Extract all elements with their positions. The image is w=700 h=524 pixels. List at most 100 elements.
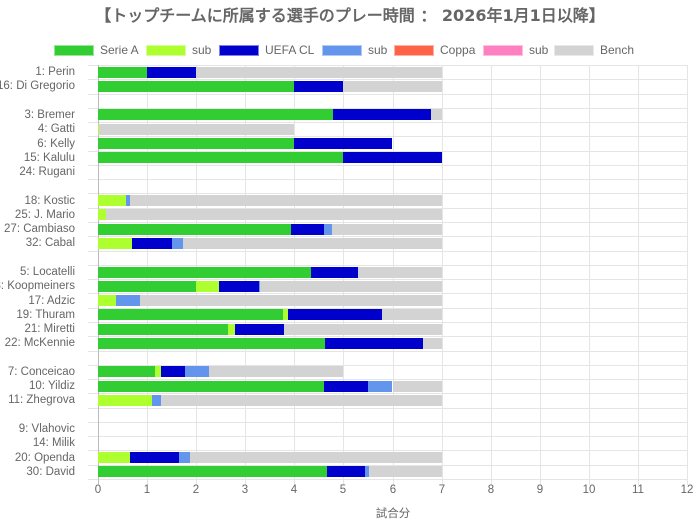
gridline-horizontal: [88, 436, 687, 437]
bar-segment-bench[interactable]: [332, 223, 442, 235]
y-tick-label: 17: Adzic: [28, 294, 75, 307]
bar-segment-ucl[interactable]: [147, 66, 197, 78]
y-tick-label: 30: David: [26, 465, 75, 478]
bar-segment-ucl-sub[interactable]: [185, 366, 210, 378]
bar-segment-bench[interactable]: [284, 323, 442, 335]
bar-segment-ucl-sub[interactable]: [179, 452, 190, 464]
bar-segment-serie-a[interactable]: [98, 80, 295, 92]
gridline-horizontal: [88, 265, 687, 266]
gridline-horizontal: [88, 393, 687, 394]
bar-segment-bench[interactable]: [368, 466, 442, 478]
y-tick-label: 27: Cambiaso: [4, 223, 75, 236]
bar-segment-bench[interactable]: [196, 66, 442, 78]
bar-segment-ucl-sub[interactable]: [125, 195, 130, 207]
gridline-vertical: [687, 65, 688, 485]
x-tick-label: 6: [389, 484, 397, 496]
bar-segment-serie-a[interactable]: [98, 152, 344, 164]
bar-segment-ucl-sub[interactable]: [365, 466, 369, 478]
bar-segment-ucl[interactable]: [129, 452, 180, 464]
bar-segment-serie-a[interactable]: [98, 466, 327, 478]
bar-segment-ucl[interactable]: [132, 237, 173, 249]
gridline-horizontal: [88, 293, 687, 294]
bar-segment-ucl[interactable]: [287, 309, 383, 321]
bar-segment-serie-a[interactable]: [98, 109, 334, 121]
y-tick-label: 5: Locatelli: [20, 266, 75, 278]
bar-segment-serie-a-sub[interactable]: [98, 237, 133, 249]
bar-segment-bench[interactable]: [182, 237, 442, 249]
bar-segment-serie-a[interactable]: [98, 309, 283, 321]
bar-segment-ucl[interactable]: [219, 280, 260, 292]
bar-segment-serie-a[interactable]: [98, 337, 326, 349]
bar-segment-ucl[interactable]: [323, 380, 368, 392]
bar-segment-bench[interactable]: [160, 394, 442, 406]
bar-segment-ucl[interactable]: [294, 80, 344, 92]
bar-segment-serie-a-sub[interactable]: [282, 309, 288, 321]
bar-segment-bench[interactable]: [358, 266, 442, 278]
bar-segment-serie-a-sub[interactable]: [98, 195, 126, 207]
y-tick-label: 6: Kelly: [37, 137, 75, 150]
gridline-horizontal: [88, 336, 687, 337]
bar-segment-bench[interactable]: [209, 366, 344, 378]
bar-segment-serie-a[interactable]: [98, 223, 292, 235]
bar-segment-serie-a-sub[interactable]: [98, 295, 117, 307]
bar-segment-bench[interactable]: [189, 452, 442, 464]
bar-segment-ucl[interactable]: [294, 138, 393, 150]
x-tick-label: 11: [632, 484, 644, 496]
bar-segment-serie-a-sub[interactable]: [196, 280, 220, 292]
y-tick-label: 19: Thuram: [16, 308, 75, 321]
gridline-horizontal: [88, 193, 687, 194]
bar-segment-serie-a[interactable]: [98, 66, 148, 78]
gridline-vertical: [589, 65, 590, 485]
bar-segment-ucl[interactable]: [291, 223, 324, 235]
bar-segment-serie-a[interactable]: [98, 266, 311, 278]
bar-segment-bench[interactable]: [430, 109, 442, 121]
gridline-horizontal: [88, 179, 687, 180]
bar-segment-bench[interactable]: [260, 280, 442, 292]
bar-segment-bench[interactable]: [343, 80, 442, 92]
bar-segment-bench[interactable]: [392, 380, 442, 392]
bar-segment-bench[interactable]: [423, 337, 442, 349]
y-tick-label: 20: Openda: [14, 451, 75, 464]
bar-segment-serie-a[interactable]: [98, 323, 229, 335]
gridline-horizontal: [88, 208, 687, 209]
bar-segment-ucl[interactable]: [343, 152, 442, 164]
bar-segment-serie-a[interactable]: [98, 138, 295, 150]
bar-segment-serie-a-sub[interactable]: [98, 209, 106, 221]
bar-segment-ucl[interactable]: [160, 366, 186, 378]
plot-area: 0 1 2 3 4 5 6 7 8 9 10 11 12 1: Perin 16: Di Gregorio 3…: [0, 65, 693, 496]
bar-segment-ucl[interactable]: [234, 323, 285, 335]
x-tick-label: 9: [536, 484, 544, 496]
bar-segment-ucl-sub[interactable]: [367, 380, 393, 392]
bar-segment-bench[interactable]: [140, 295, 442, 307]
bar-segment-ucl-sub[interactable]: [116, 295, 141, 307]
bar-segment-bench[interactable]: [99, 123, 295, 135]
bar-segment-serie-a-sub[interactable]: [98, 452, 130, 464]
bar-segment-serie-a-sub[interactable]: [98, 394, 152, 406]
x-tick-label: 5: [339, 484, 347, 496]
bar-segment-serie-a-sub[interactable]: [154, 366, 161, 378]
bar-segment-serie-a[interactable]: [98, 380, 324, 392]
bar-segment-ucl[interactable]: [310, 266, 359, 278]
gridline-horizontal: [88, 222, 687, 223]
bar-segment-ucl-sub[interactable]: [151, 394, 161, 406]
bar-segment-serie-a[interactable]: [98, 366, 155, 378]
bar-segment-ucl[interactable]: [326, 466, 365, 478]
y-tick-label: 10: Yildiz: [28, 380, 75, 393]
bar-segment-ucl-sub[interactable]: [323, 223, 333, 235]
bar-segment-bench[interactable]: [382, 309, 442, 321]
bar-segment-serie-a-sub[interactable]: [228, 323, 235, 335]
chart-title: 【トップチームに所属する選手のプレー時間 ： 2026年1月1日以降】: [95, 6, 605, 25]
bar-segment-serie-a[interactable]: [98, 280, 197, 292]
bar-segment-ucl-sub[interactable]: [172, 237, 183, 249]
legend-swatch-ucl-sub: [322, 45, 362, 56]
bar-segment-serie-a-sub[interactable]: [98, 123, 100, 135]
bar-segment-ucl[interactable]: [333, 109, 431, 121]
bar-segment-ucl[interactable]: [325, 337, 424, 349]
bar-segment-ucl-sub[interactable]: [259, 280, 261, 292]
y-tick-label: 32: Cabal: [25, 237, 75, 250]
bar-segment-bench[interactable]: [105, 209, 442, 221]
bar-segment-bench[interactable]: [129, 195, 442, 207]
legend-swatch-serie-a-sub: [146, 45, 186, 56]
y-tick-label: 1: Perin: [35, 66, 75, 79]
y-tick-label: 11: Zhegrova: [8, 394, 75, 407]
